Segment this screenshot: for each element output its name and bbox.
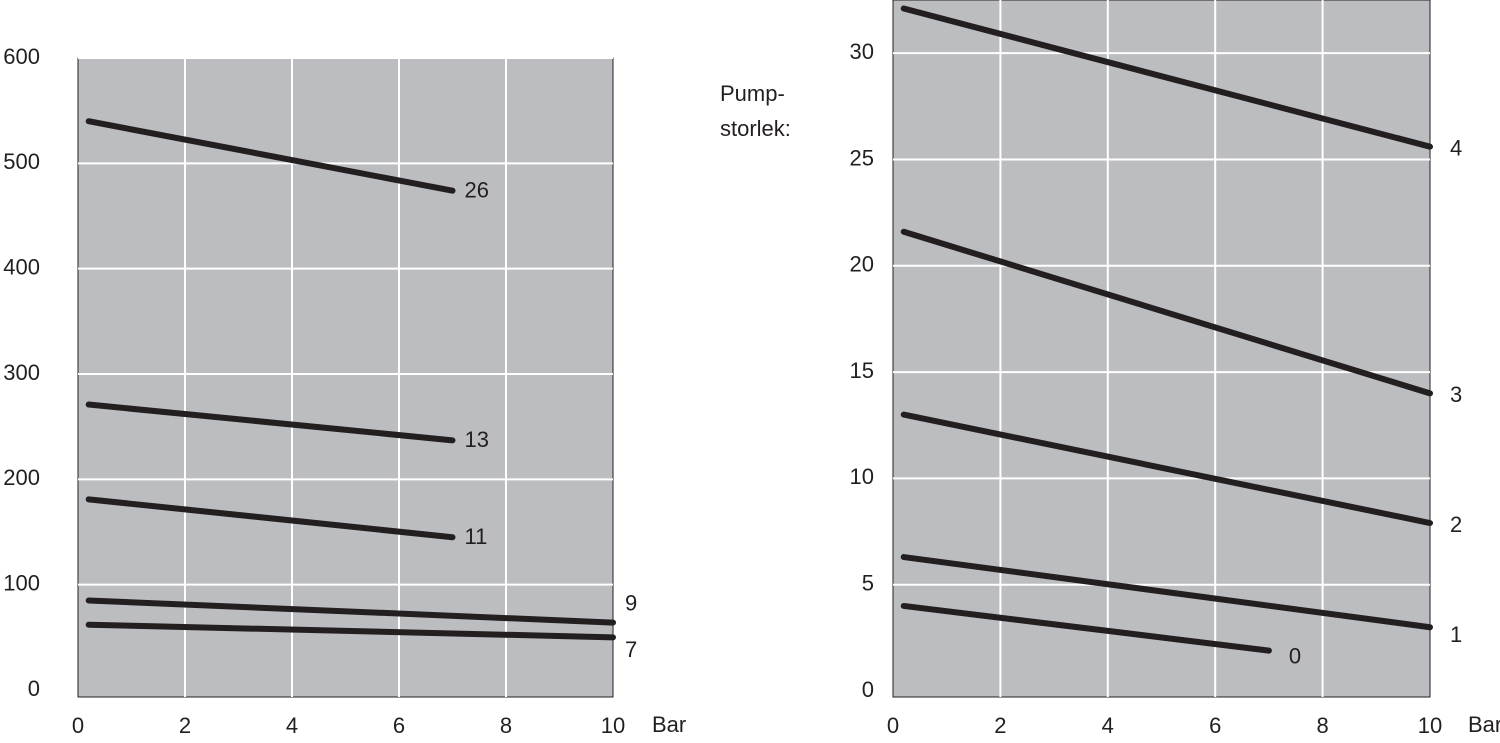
data-line [85,621,616,641]
series-label: 2 [1450,512,1462,537]
x-tick-label: 6 [1209,713,1221,738]
y-tick-label: 20 [850,252,874,277]
data-line [85,118,456,194]
x-tick-label: 10 [601,713,625,738]
x-tick-label: 0 [72,713,84,738]
x-tick-label: 8 [500,713,512,738]
y-tick-label: 0 [862,677,874,702]
y-tick-label: 400 [3,254,40,279]
data-line [900,554,1433,631]
data-line [85,597,616,626]
y-tick-label: 200 [3,465,40,490]
y-tick-label: 5 [862,571,874,596]
series-label: 11 [465,524,488,549]
series-label: 9 [625,590,637,615]
series-label: 13 [465,427,489,452]
series-label: 3 [1450,382,1462,407]
x-tick-label: 4 [1102,713,1114,738]
y-tick-label: 600 [3,44,40,69]
y-tick-label: 30 [850,39,874,64]
y-tick-label: 100 [3,570,40,595]
y-tick-label: 300 [3,360,40,385]
data-line [900,5,1433,150]
data-line [900,228,1433,397]
x-axis-label: Bar [652,712,686,737]
y-tick-label: 10 [850,464,874,489]
series-label: 26 [465,178,489,203]
y-tick-label: 25 [850,145,874,170]
plot-area [77,57,614,698]
y-tick-label: 15 [850,358,874,383]
series-label: 1 [1450,622,1462,647]
data-line [85,496,456,541]
series-label: 7 [625,637,637,662]
x-axis-label: Bar [1468,712,1500,737]
x-tick-label: 4 [286,713,298,738]
data-line [85,401,456,444]
y-tick-label: 0 [28,676,40,701]
x-tick-label: 8 [1316,713,1328,738]
annotation: Pump- [720,81,785,106]
series-label: 0 [1289,643,1301,668]
data-line [900,602,1272,654]
y-tick-label: 500 [3,149,40,174]
x-tick-label: 10 [1418,713,1442,738]
x-tick-label: 2 [994,713,1006,738]
data-line [900,411,1433,527]
series-label: 4 [1450,136,1462,161]
annotation: storlek: [720,116,791,141]
plot-area [892,0,1431,698]
x-tick-label: 6 [393,713,405,738]
x-tick-label: 2 [179,713,191,738]
x-tick-label: 0 [887,713,899,738]
